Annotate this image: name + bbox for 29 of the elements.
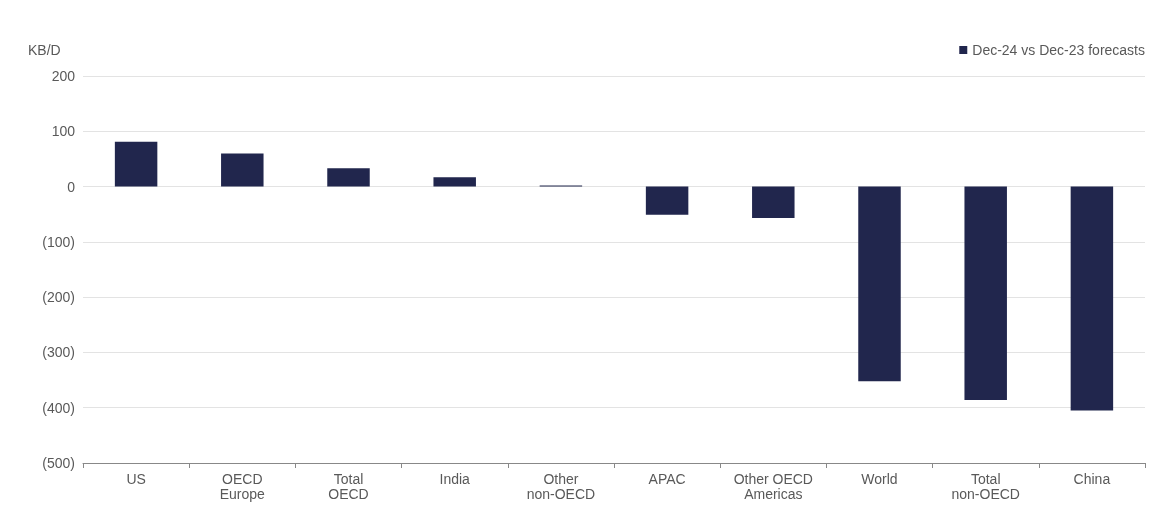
x-tick-label: Other OECD Americas: [733, 470, 813, 502]
x-tick-label: Total non-OECD: [951, 470, 1020, 502]
y-tick-label: (400): [42, 399, 75, 416]
x-tick-label: Total OECD: [328, 470, 369, 502]
x-tick-label: China: [1073, 470, 1111, 487]
bar: [327, 168, 370, 187]
x-tick-label: India: [439, 470, 471, 487]
bar: [645, 186, 689, 215]
x-tick-label: World: [861, 470, 898, 487]
bar: [1070, 186, 1114, 411]
x-tick-label: APAC: [648, 470, 686, 487]
bar: [858, 186, 901, 382]
y-tick-label: 100: [51, 123, 76, 140]
bar: [433, 177, 476, 187]
y-tick-label: (200): [42, 289, 75, 306]
x-tick-label: US: [126, 470, 146, 487]
y-tick-label: 0: [67, 178, 76, 195]
y-tick-label: (100): [42, 233, 75, 250]
bar: [114, 141, 158, 187]
bar: [221, 153, 264, 187]
y-tick-label: (300): [42, 344, 75, 361]
bar: [964, 186, 1007, 400]
bar: [752, 186, 795, 219]
y-tick-label: 200: [51, 68, 76, 84]
y-tick-label: (500): [42, 455, 75, 471]
x-tick-label: OECD Europe: [219, 470, 266, 502]
legend-label: Dec-24 vs Dec-23 forecasts: [972, 42, 1145, 58]
y-axis-title: KB/D: [28, 42, 61, 58]
x-tick-label: Other non-OECD: [526, 470, 596, 502]
